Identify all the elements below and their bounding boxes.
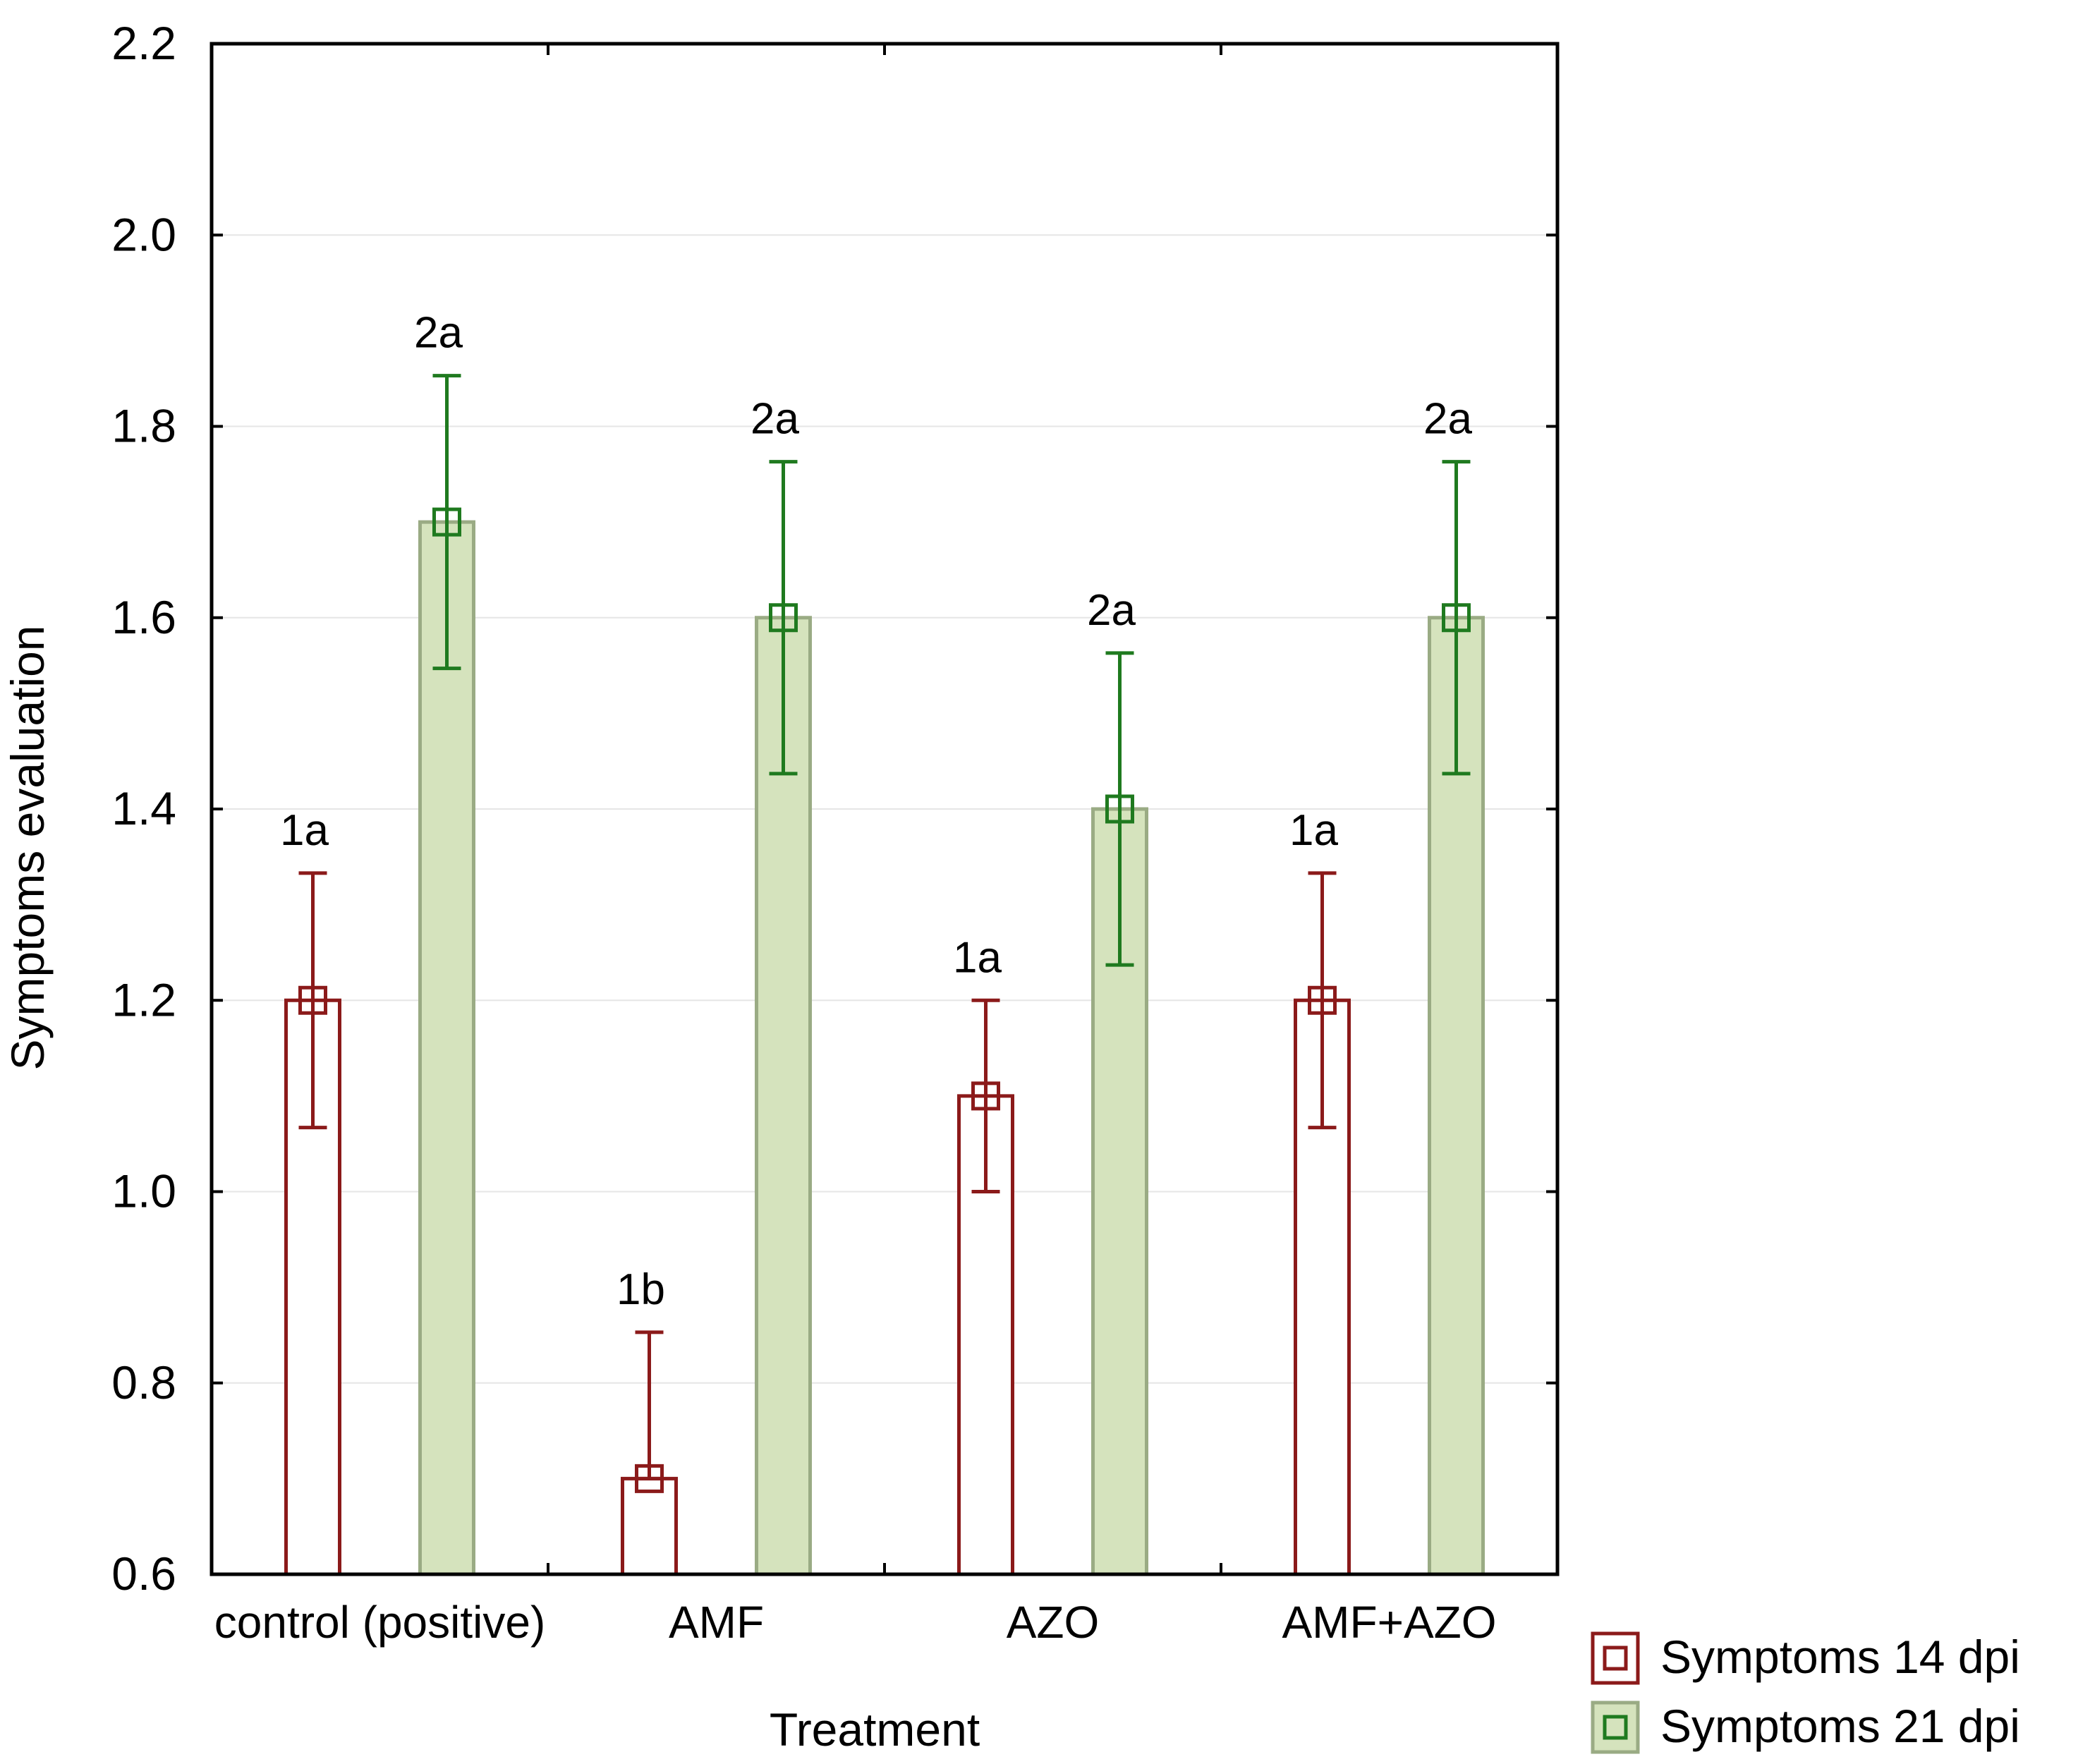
series-2: 2a 2a 2a 2a	[414, 309, 1485, 1576]
mean-marker	[971, 1081, 1000, 1111]
y-tick-label: 1.4	[111, 782, 176, 834]
significance-label: 1a	[953, 933, 1002, 982]
legend-label: Symptoms 14 dpi	[1660, 1631, 2020, 1683]
y-tick-label: 1.6	[111, 591, 176, 643]
mean-marker	[298, 985, 327, 1015]
mean-marker	[1442, 603, 1471, 633]
legend-swatch	[1591, 1631, 1640, 1685]
legend-swatch	[1591, 1701, 1640, 1754]
mean-marker	[1308, 985, 1337, 1015]
x-axis: control (positive) AMF AZO AMF+AZO	[214, 44, 1497, 1648]
x-category-label: AZO	[1007, 1597, 1100, 1648]
significance-label: 2a	[1087, 586, 1136, 635]
significance-label: 1b	[616, 1265, 665, 1314]
y-tick-label: 1.2	[111, 973, 176, 1026]
y-tick-label: 2.0	[111, 208, 176, 260]
y-tick-label: 1.8	[111, 400, 176, 452]
legend-marker	[1603, 1646, 1628, 1671]
x-category-label: AMF+AZO	[1282, 1597, 1496, 1648]
mean-marker	[769, 603, 798, 633]
bar	[755, 616, 812, 1576]
y-axis: 0.6 0.8 1.0 1.2 1.4 1.6 1.8 2.0 2.2	[111, 17, 1557, 1600]
y-axis-title: Symptoms evaluation	[1, 626, 54, 1071]
y-tick-label: 1.0	[111, 1165, 176, 1217]
y-tick-label: 0.6	[111, 1547, 176, 1600]
x-category-label: AMF	[669, 1597, 764, 1648]
legend-item: Symptoms 21 dpi	[1591, 1700, 2020, 1754]
legend-label: Symptoms 21 dpi	[1660, 1700, 2020, 1752]
x-category-label: control (positive)	[214, 1597, 546, 1648]
legend: Symptoms 14 dpi Symptoms 21 dpi	[1591, 1631, 2020, 1754]
bars: 1a 1b 1a 1a 2a 2a 2a 2a	[280, 309, 1485, 1576]
legend-item: Symptoms 14 dpi	[1591, 1631, 2020, 1685]
y-tick-label: 2.2	[111, 17, 176, 69]
significance-label: 1a	[280, 806, 329, 855]
x-axis-title: Treatment	[770, 1703, 980, 1756]
bar	[1428, 616, 1485, 1576]
mean-marker	[1105, 794, 1134, 824]
legend-marker	[1603, 1715, 1628, 1740]
mean-marker	[432, 507, 461, 537]
gridlines	[212, 234, 1557, 1384]
mean-marker	[635, 1464, 664, 1493]
y-tick-label: 0.8	[111, 1356, 176, 1409]
significance-label: 2a	[414, 309, 463, 358]
bar	[418, 520, 475, 1576]
significance-label: 2a	[751, 395, 799, 444]
significance-label: 1a	[1289, 806, 1338, 855]
significance-label: 2a	[1423, 395, 1472, 444]
